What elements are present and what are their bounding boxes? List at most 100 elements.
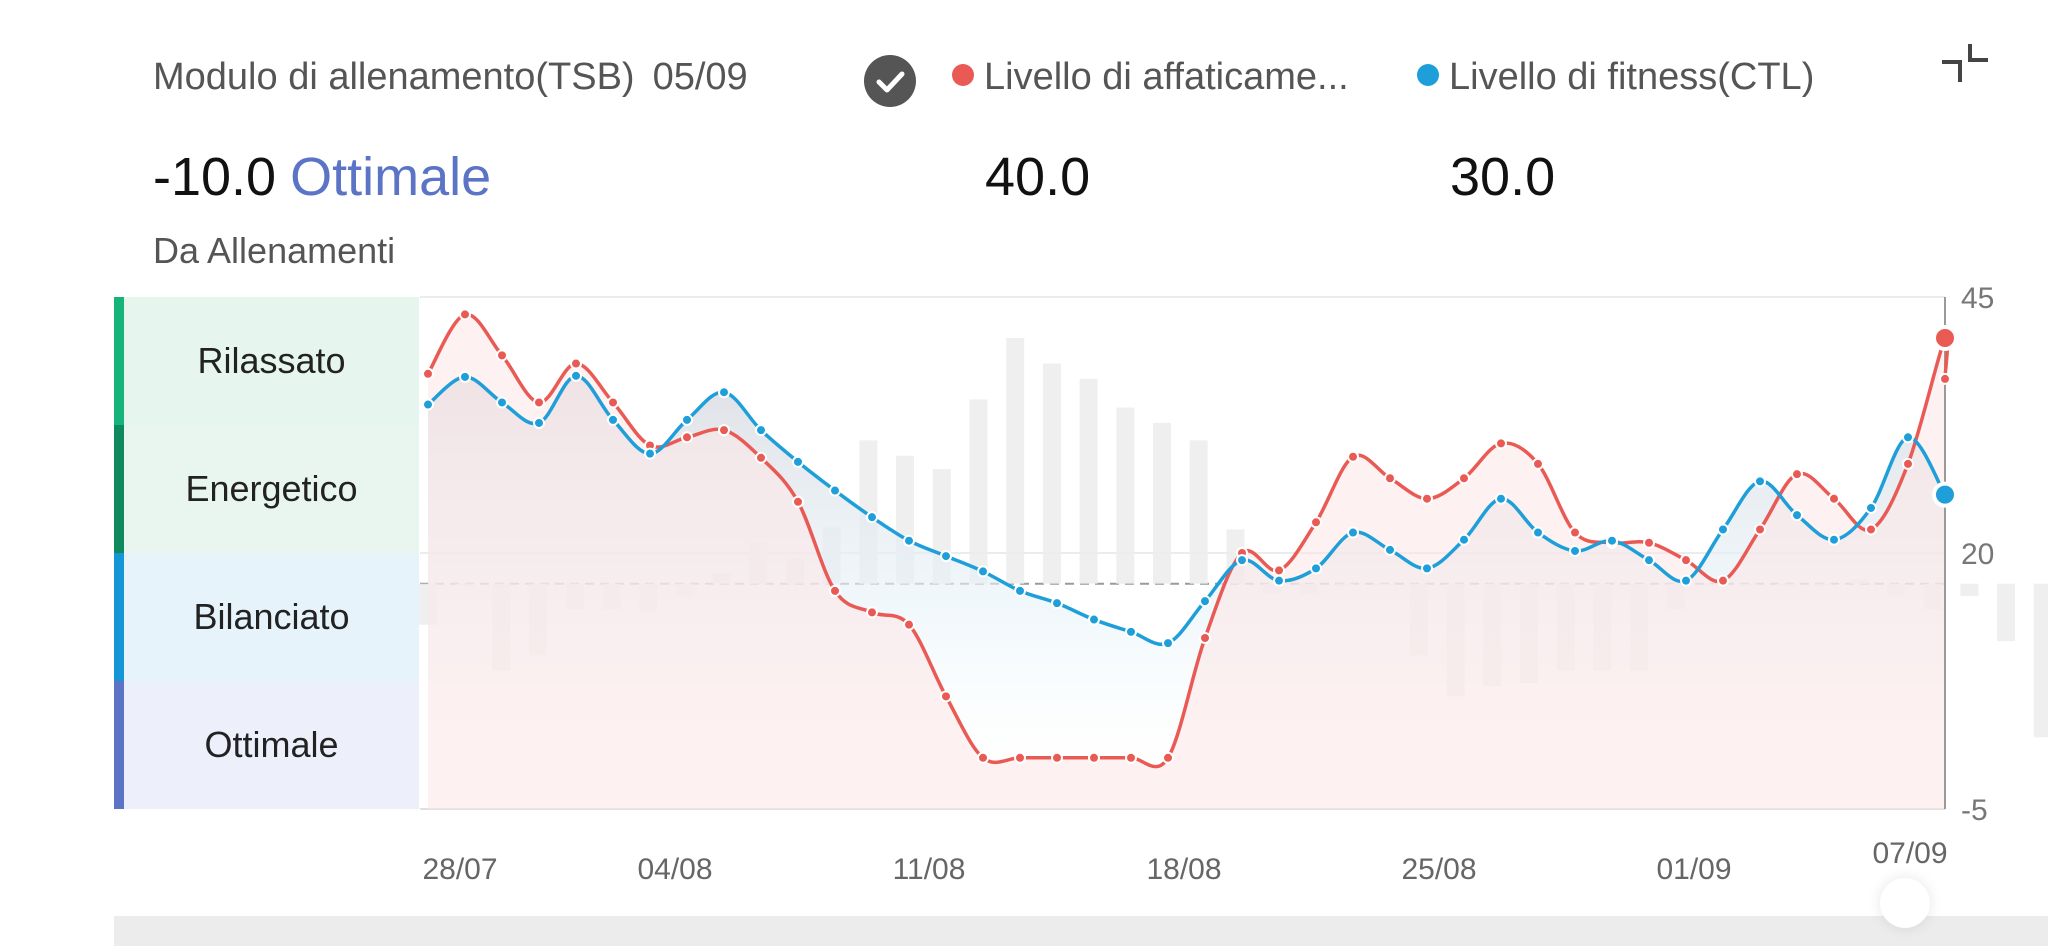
tsb-readout: -10.0 Ottimale: [153, 146, 491, 208]
legend-fitness-label: Livello di fitness(CTL): [1449, 56, 1815, 98]
x-tick-label: 04/08: [637, 853, 712, 886]
fatigue-point: [1828, 492, 1840, 505]
y-tick-label: 45: [1961, 282, 1994, 315]
fitness-point: [755, 424, 767, 437]
fatigue-point: [1088, 751, 1100, 764]
fitness-point: [533, 416, 545, 429]
fitness-point: [1865, 501, 1877, 514]
fitness-point: [1458, 533, 1470, 546]
fitness-point: [1199, 595, 1211, 608]
chart-title: Modulo di allenamento(TSB): [153, 56, 635, 98]
fitness-point: [1791, 509, 1803, 522]
fatigue-point: [1680, 554, 1692, 567]
fatigue-point: [1569, 526, 1581, 539]
fatigue-dot-icon: [952, 64, 974, 86]
tsb-bar: [1006, 337, 1025, 584]
fatigue-point: [1791, 468, 1803, 481]
fitness-point: [681, 413, 693, 426]
fatigue-point: [1014, 751, 1026, 764]
zone-ottimale: Ottimale: [124, 681, 419, 809]
fatigue-point: [718, 424, 730, 437]
fatigue-point: [829, 584, 841, 597]
fatigue-point: [1495, 437, 1507, 450]
tsb-bar: [969, 399, 988, 584]
x-tick-label: 07/09: [1872, 837, 1947, 870]
fitness-point: [1680, 574, 1692, 587]
fatigue-point: [792, 495, 804, 508]
fatigue-point: [1051, 751, 1063, 764]
zone-bar-bilanciato: [114, 553, 124, 681]
fatigue-point: [570, 357, 582, 370]
fitness-point: [1902, 431, 1914, 444]
check-circle-icon[interactable]: [864, 55, 916, 107]
zone-bar-energetico: [114, 425, 124, 553]
fitness-point: [607, 413, 619, 426]
tsb-bar: [2033, 583, 2048, 738]
fitness-point: [1014, 584, 1026, 597]
fitness-point: [866, 511, 878, 524]
fatigue-point: [1310, 516, 1322, 529]
fitness-point: [1051, 597, 1063, 610]
legend-fitness[interactable]: Livello di fitness(CTL): [1417, 56, 1814, 99]
fitness-point: [1421, 562, 1433, 575]
tsb-bar: [1116, 407, 1135, 584]
fitness-point: [1717, 523, 1729, 536]
fatigue-point: [1458, 472, 1470, 485]
legend-fatigue[interactable]: Livello di affaticame...: [952, 56, 1349, 99]
x-tick-label: 18/08: [1146, 853, 1221, 886]
fitness-point: [1236, 554, 1248, 567]
fitness-point: [977, 565, 989, 578]
tsb-status: Ottimale: [290, 147, 492, 207]
timeline-scrubber[interactable]: [114, 916, 2048, 946]
fatigue-point: [1532, 457, 1544, 470]
fitness-point: [1532, 526, 1544, 539]
fitness-point: [1932, 481, 1958, 508]
selected-date: 05/09: [652, 56, 748, 98]
fitness-point: [829, 484, 841, 497]
y-tick-label: -5: [1961, 794, 1988, 827]
fatigue-point: [1939, 372, 1951, 385]
fatigue-point: [1865, 523, 1877, 536]
fatigue-point: [755, 451, 767, 464]
collapse-icon[interactable]: [1938, 38, 1992, 92]
fitness-point: [792, 455, 804, 468]
chart-header: Modulo di allenamento(TSB) 05/09: [153, 56, 748, 99]
fitness-point: [718, 386, 730, 399]
fatigue-point: [1932, 324, 1958, 351]
x-tick-label: 25/08: [1401, 853, 1476, 886]
fatigue-point: [1347, 450, 1359, 463]
x-tick-label: 28/07: [422, 853, 497, 886]
fitness-point: [1310, 562, 1322, 575]
fatigue-point: [940, 690, 952, 703]
fitness-point: [1754, 475, 1766, 488]
zone-rilassato: Rilassato: [124, 297, 419, 425]
fitness-point: [422, 398, 434, 411]
zone-energetico: Energetico: [124, 425, 419, 553]
scrubber-handle[interactable]: [1880, 878, 1930, 928]
zone-bilanciato: Bilanciato: [124, 553, 419, 681]
fatigue-value: 40.0: [985, 147, 1091, 207]
zone-bar-rilassato: [114, 297, 124, 425]
tsb-bar: [1189, 440, 1208, 584]
fitness-line: [426, 374, 1947, 647]
fatigue-point: [533, 396, 545, 409]
fatigue-point: [977, 751, 989, 764]
tsb-bar: [1079, 378, 1098, 584]
fatigue-point: [459, 308, 471, 321]
tsb-bar: [1042, 363, 1061, 584]
tsb-bar: [1153, 422, 1171, 584]
fitness-point: [1384, 543, 1396, 556]
fitness-point: [1606, 534, 1618, 547]
fitness-point: [1347, 526, 1359, 539]
fatigue-point: [1754, 523, 1766, 536]
fatigue-point: [607, 396, 619, 409]
fatigue-point: [496, 349, 508, 362]
fitness-point: [1273, 574, 1285, 587]
fatigue-point: [1384, 472, 1396, 485]
fitness-point: [459, 370, 471, 383]
tsb-bar: [1997, 583, 2016, 642]
x-tick-label: 01/09: [1656, 853, 1731, 886]
fitness-point: [496, 396, 508, 409]
fatigue-point: [1199, 631, 1211, 644]
